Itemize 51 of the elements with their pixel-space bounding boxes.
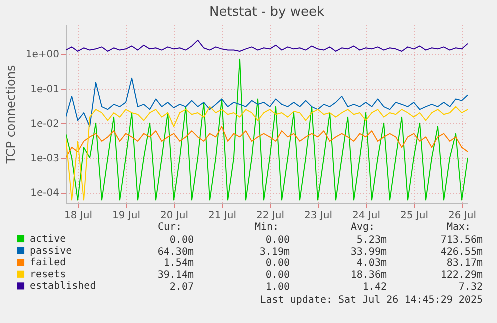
line-series (66, 58, 468, 201)
x-tick-label: 18 Jul (64, 210, 92, 222)
text: 18.36m (350, 270, 387, 281)
line-series (66, 40, 468, 52)
text: 0.00 (170, 235, 194, 246)
x-tick-label: 25 Jul (400, 210, 428, 222)
text: Last update: Sat Jul 26 14:45:29 2025 (260, 295, 483, 306)
x-tick-label: 24 Jul (352, 210, 380, 222)
text: Avg: (351, 222, 376, 233)
y-tick-label: 1e-02 (30, 118, 60, 130)
line-series (66, 106, 468, 201)
chart-title: Netstat - by week (210, 5, 325, 20)
text: 0.00 (266, 258, 290, 269)
x-tick-label: 22 Jul (256, 210, 284, 222)
x-tick-label: 26 Jul (448, 210, 476, 222)
text: 0.00 (266, 270, 290, 281)
text: 2.07 (170, 282, 194, 293)
y-axis-title: TCP connections (4, 65, 18, 165)
text: 122.29m (440, 270, 483, 281)
y-tick-label: 1e-01 (30, 84, 60, 96)
line-series (66, 78, 468, 128)
x-tick-label: 21 Jul (208, 210, 236, 222)
y-tick-label: 1e-03 (30, 154, 60, 164)
text: 0.00 (266, 235, 290, 246)
x-tick-label: 23 Jul (304, 210, 332, 222)
text: 4.03m (356, 258, 387, 269)
legend-label: active (30, 234, 66, 245)
text: 83.17m (446, 258, 483, 269)
x-tick-label: 19 Jul (112, 210, 140, 222)
y-tick-label: 1e+00 (26, 50, 60, 61)
text: 33.99m (350, 247, 387, 258)
legend-label: failed (30, 258, 66, 269)
legend-label: passive (30, 246, 72, 257)
x-tick-label: 20 Jul (160, 210, 188, 222)
text: 3.19m (260, 247, 290, 258)
text: 426.55m (440, 247, 483, 258)
legend-label: resets (30, 269, 66, 280)
text: 1.42 (362, 282, 387, 293)
legend-label: established (30, 281, 96, 292)
text: 5.23m (356, 235, 387, 246)
text: 39.14m (158, 270, 194, 281)
text: 713.56m (440, 235, 483, 246)
text: 7.32 (458, 282, 483, 293)
text: Cur: (158, 222, 182, 233)
y-tick-label: 1e-04 (30, 188, 60, 200)
line-series (66, 126, 468, 158)
text: 1.54m (164, 258, 194, 269)
text: Min: (255, 222, 280, 233)
text: 1.00 (266, 282, 290, 293)
text: 64.30m (158, 247, 194, 258)
text: Max: (447, 222, 472, 233)
